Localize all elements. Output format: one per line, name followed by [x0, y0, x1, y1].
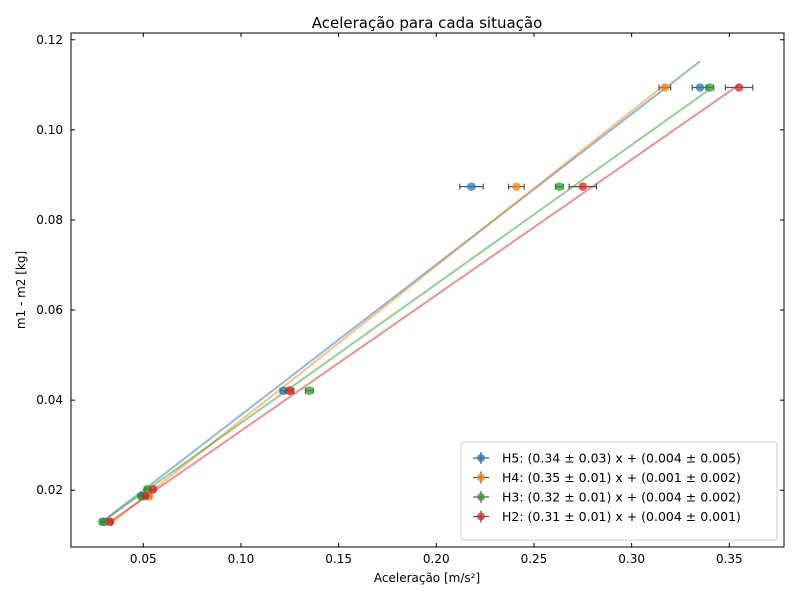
data-point [148, 485, 158, 494]
legend: H5: (0.34 ± 0.03) x + (0.004 ± 0.005) H4:… [460, 441, 778, 541]
x-tick-label: 0.30 [618, 552, 645, 566]
data-point [705, 83, 715, 92]
data-point [512, 182, 521, 191]
legend-marker [477, 473, 485, 482]
data-points [97, 83, 754, 527]
y-tick-label: 0.04 [36, 393, 63, 407]
data-point [467, 182, 476, 191]
data-point [578, 182, 588, 191]
data-point [140, 491, 150, 501]
legend-label: H3: (0.32 ± 0.01) x + (0.004 ± 0.002) [502, 490, 741, 505]
y-tick-label: 0.06 [36, 303, 63, 317]
y-tick-label: 0.12 [36, 33, 63, 47]
x-axis-label: Aceleração [m/s²] [374, 571, 480, 585]
fit-line [101, 60, 701, 523]
x-axis: 0.05 0.10 0.15 0.20 0.25 0.30 0.35 [130, 33, 743, 566]
x-tick-label: 0.15 [325, 552, 352, 566]
plot-area-frame [70, 32, 785, 548]
data-point [555, 182, 564, 191]
legend-marker [477, 493, 485, 501]
data-point [285, 386, 295, 395]
x-tick-label: 0.20 [423, 552, 450, 566]
fit-line [109, 83, 740, 523]
legend-label: H2: (0.31 ± 0.01) x + (0.004 ± 0.001) [502, 509, 741, 524]
legend-label: H5: (0.34 ± 0.03) x + (0.004 ± 0.005) [502, 451, 741, 466]
x-tick-label: 0.10 [228, 552, 255, 566]
y-tick-label: 0.02 [36, 483, 63, 497]
data-point [734, 83, 744, 92]
y-tick-label: 0.10 [36, 123, 63, 137]
y-axis-label: m1 - m2 [kg] [14, 251, 28, 329]
fit-lines [101, 60, 740, 525]
x-tick-label: 0.35 [716, 552, 743, 566]
x-tick-label: 0.05 [130, 552, 157, 566]
fit-line [101, 88, 711, 523]
data-point [305, 386, 314, 395]
data-point [695, 83, 705, 92]
legend-marker [477, 512, 485, 521]
y-tick-label: 0.08 [36, 213, 63, 227]
legend-label: H4: (0.35 ± 0.01) x + (0.001 ± 0.002) [502, 470, 741, 485]
y-axis: 0.02 0.04 0.06 0.08 0.10 0.12 [36, 33, 784, 497]
data-point [660, 83, 670, 92]
data-point [105, 517, 115, 527]
data-point [97, 517, 107, 527]
legend-box [460, 441, 778, 541]
legend-marker [477, 454, 485, 462]
x-tick-label: 0.25 [521, 552, 548, 566]
chart-title: Aceleração para cada situação [312, 14, 543, 32]
